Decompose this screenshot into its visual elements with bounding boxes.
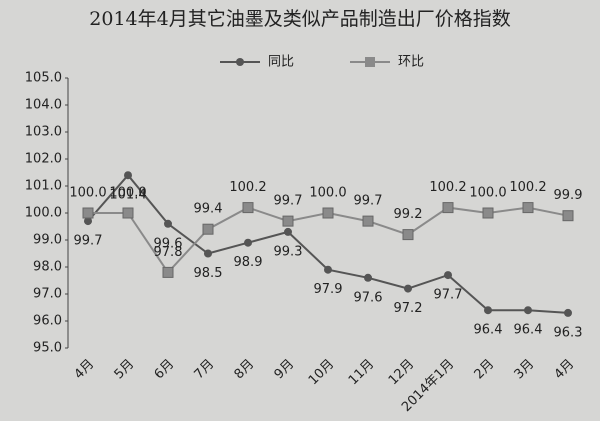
marker bbox=[164, 219, 172, 228]
data-label: 99.7 bbox=[74, 234, 103, 249]
marker bbox=[484, 306, 492, 315]
marker bbox=[482, 207, 494, 219]
y-tick-label: 97.0 bbox=[33, 287, 62, 302]
data-label: 96.4 bbox=[514, 323, 543, 338]
legend-marker bbox=[365, 57, 375, 67]
y-tick-label: 103.0 bbox=[25, 125, 62, 140]
data-label: 99.9 bbox=[554, 188, 583, 203]
marker bbox=[562, 210, 574, 222]
marker bbox=[362, 215, 374, 227]
data-label: 97.8 bbox=[154, 245, 183, 260]
data-label: 100.0 bbox=[469, 186, 506, 201]
marker bbox=[282, 215, 294, 227]
data-label: 99.7 bbox=[274, 194, 303, 209]
y-tick-label: 100.0 bbox=[25, 206, 62, 221]
chart-title: 2014年4月其它油墨及类似产品制造出厂价格指数 bbox=[89, 8, 510, 30]
data-label: 96.3 bbox=[554, 325, 583, 340]
data-label: 97.7 bbox=[434, 288, 463, 303]
marker bbox=[284, 227, 292, 236]
marker bbox=[324, 265, 332, 274]
marker bbox=[522, 202, 534, 214]
y-tick-label: 99.0 bbox=[33, 233, 62, 248]
y-tick-label: 98.0 bbox=[33, 260, 62, 275]
marker bbox=[204, 249, 212, 258]
data-label: 98.9 bbox=[234, 255, 263, 270]
y-tick-label: 105.0 bbox=[25, 71, 62, 86]
data-label: 99.3 bbox=[274, 244, 303, 259]
y-tick-label: 95.0 bbox=[33, 341, 62, 356]
data-label: 99.7 bbox=[354, 194, 383, 209]
y-tick-label: 104.0 bbox=[25, 98, 62, 113]
marker bbox=[82, 207, 94, 219]
marker bbox=[564, 308, 572, 317]
marker bbox=[202, 223, 214, 235]
y-tick-label: 102.0 bbox=[25, 152, 62, 167]
marker bbox=[364, 273, 372, 282]
data-label: 100.2 bbox=[229, 180, 266, 195]
data-label: 97.9 bbox=[314, 282, 343, 297]
marker bbox=[242, 202, 254, 214]
data-label: 99.2 bbox=[394, 207, 423, 222]
data-label: 100.0 bbox=[69, 186, 106, 201]
y-tick-label: 96.0 bbox=[33, 314, 62, 329]
marker bbox=[124, 171, 132, 180]
marker bbox=[402, 229, 414, 241]
data-label: 96.4 bbox=[474, 323, 503, 338]
legend-label: 同比 bbox=[268, 55, 294, 70]
legend-marker bbox=[236, 58, 244, 66]
marker bbox=[162, 266, 174, 278]
data-label: 100.2 bbox=[509, 180, 546, 195]
marker bbox=[84, 217, 92, 226]
data-label: 101.4 bbox=[109, 188, 146, 203]
data-label: 100.2 bbox=[429, 180, 466, 195]
y-tick-label: 101.0 bbox=[25, 179, 62, 194]
data-label: 99.4 bbox=[194, 202, 223, 217]
legend-label: 环比 bbox=[398, 55, 424, 70]
data-label: 97.2 bbox=[394, 301, 423, 316]
marker bbox=[524, 306, 532, 315]
marker bbox=[244, 238, 252, 247]
marker bbox=[404, 284, 412, 293]
marker bbox=[322, 207, 334, 219]
marker bbox=[444, 271, 452, 280]
data-label: 100.0 bbox=[109, 186, 146, 201]
data-label: 97.6 bbox=[354, 290, 383, 305]
marker bbox=[122, 207, 134, 219]
data-label: 99.6 bbox=[154, 236, 183, 251]
marker bbox=[442, 202, 454, 214]
data-label: 100.0 bbox=[309, 186, 346, 201]
data-label: 98.5 bbox=[194, 266, 223, 281]
